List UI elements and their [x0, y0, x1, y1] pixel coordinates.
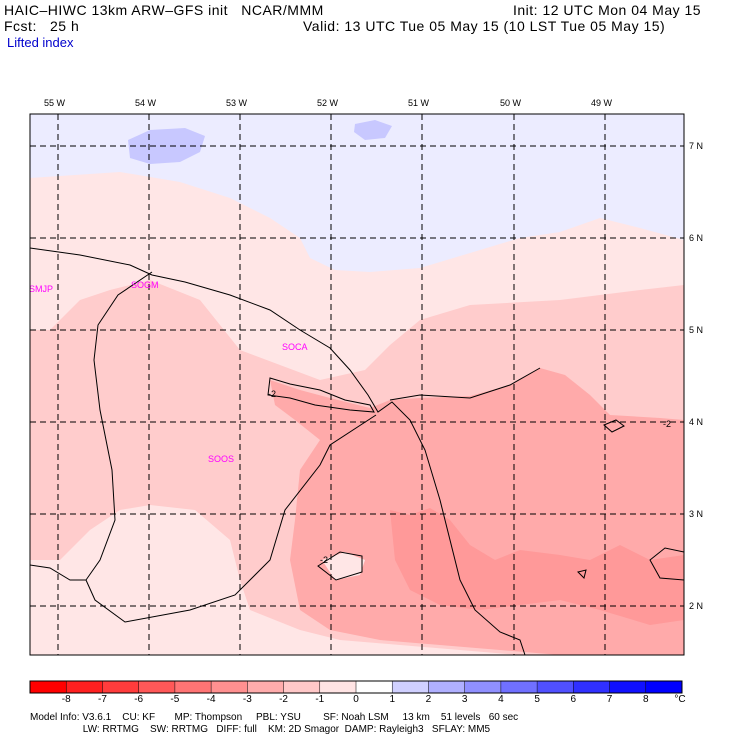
- colorbar-swatch: [283, 681, 320, 693]
- colorbar-swatch: [319, 681, 356, 693]
- colorbar-swatch: [428, 681, 465, 693]
- colorbar-swatch: [211, 681, 248, 693]
- lon-label: 51 W: [408, 98, 430, 108]
- lat-label: 6 N: [689, 233, 704, 243]
- init-time-text: Init: 12 UTC Mon 04 May 15: [513, 2, 702, 18]
- colorbar-tick-label: -5: [170, 694, 180, 705]
- lon-label: 53 W: [226, 98, 248, 108]
- boundaries: [30, 247, 541, 655]
- station-label: SOOS: [208, 454, 234, 464]
- station-label: SMJP: [29, 284, 53, 294]
- station-markers: SMJP SOGM SOCA SOOS: [29, 280, 308, 464]
- field-name-text: Lifted index: [7, 35, 74, 50]
- station-label: SOCA: [282, 342, 308, 352]
- colorbar-tick-label: -3: [242, 694, 252, 705]
- colorbar-swatch: [30, 681, 67, 693]
- colorbar-tick-label: -7: [97, 694, 107, 705]
- colorbar-tick-label: 3: [461, 694, 468, 705]
- lat-label: 2 N: [689, 601, 704, 611]
- contour-lines: [267, 377, 684, 581]
- colorbar-frame: [29, 680, 683, 694]
- contour-label: -2: [663, 419, 671, 429]
- forecast-hour-text: Fcst: 25 h: [4, 18, 80, 34]
- colorbar-tick-label: 0: [353, 694, 359, 705]
- lon-label: 52 W: [317, 98, 339, 108]
- colorbar-tick-label: -1: [315, 694, 325, 705]
- shade-pos2-a: [128, 128, 205, 164]
- colorbar-swatch: [573, 681, 610, 693]
- lat-label: 3 N: [689, 509, 704, 519]
- colorbar-tick-label: 5: [534, 694, 540, 705]
- colorbar-swatch: [609, 681, 646, 693]
- shade-pos2-b: [354, 120, 392, 140]
- lon-label: 54 W: [135, 98, 157, 108]
- colorbar-tick-label: -8: [61, 694, 71, 705]
- colorbar-swatch: [537, 681, 574, 693]
- colorbar-tick-label: 4: [498, 694, 504, 705]
- shade-light-pocket: [322, 552, 365, 580]
- colorbar-swatch: [392, 681, 429, 693]
- colorbar-swatch: [66, 681, 103, 693]
- colorbar-unit: °C: [674, 694, 686, 705]
- colorbar-tick-label: 6: [570, 694, 577, 705]
- colorbar-tick-label: 1: [389, 694, 395, 705]
- contour-label: -2: [268, 389, 276, 399]
- lat-label: 5 N: [689, 325, 704, 335]
- grid-lines: [30, 114, 684, 655]
- colorbar-swatches: [30, 681, 682, 693]
- lon-label: 55 W: [44, 98, 66, 108]
- colorbar-swatch: [464, 681, 501, 693]
- model-info-line-2: LW: RRTMG SW: RRTMG DIFF: full KM: 2D Sm…: [30, 724, 491, 735]
- model-info-line-1: Model Info: V3.6.1 CU: KF MP: Thompson P…: [30, 712, 519, 723]
- valid-time-text: Valid: 13 UTC Tue 05 May 15 (10 LST Tue …: [303, 18, 666, 34]
- lon-label: 50 W: [500, 98, 522, 108]
- colorbar-swatch: [356, 681, 393, 693]
- lon-label: 49 W: [591, 98, 613, 108]
- lat-label: 7 N: [689, 141, 704, 151]
- lat-label: 4 N: [689, 417, 704, 427]
- colorbar-tick-label: 2: [425, 694, 432, 705]
- station-label: SOGM: [131, 280, 159, 290]
- colorbar-swatch: [102, 681, 139, 693]
- map-frame: [29, 113, 685, 656]
- colorbar-tick-label: 7: [606, 694, 613, 705]
- colorbar-tick-label: -2: [279, 694, 288, 705]
- contour-label: -2: [320, 555, 328, 565]
- colorbar-swatch: [174, 681, 212, 693]
- contour-labels: -2 -2 -2: [268, 389, 671, 565]
- colorbar-swatch: [247, 681, 284, 693]
- title-text: HAIC–HIWC 13km ARW–GFS init NCAR/MMM: [4, 2, 324, 18]
- colorbar-tick-label: -6: [134, 694, 144, 705]
- shade-neg3: [390, 508, 684, 625]
- colorbar-swatch: [500, 681, 538, 693]
- colorbar-tick-label: 8: [642, 694, 649, 705]
- colorbar-swatch: [645, 681, 682, 693]
- colorbar-swatch: [138, 681, 175, 693]
- colorbar-tick-label: -4: [206, 694, 216, 705]
